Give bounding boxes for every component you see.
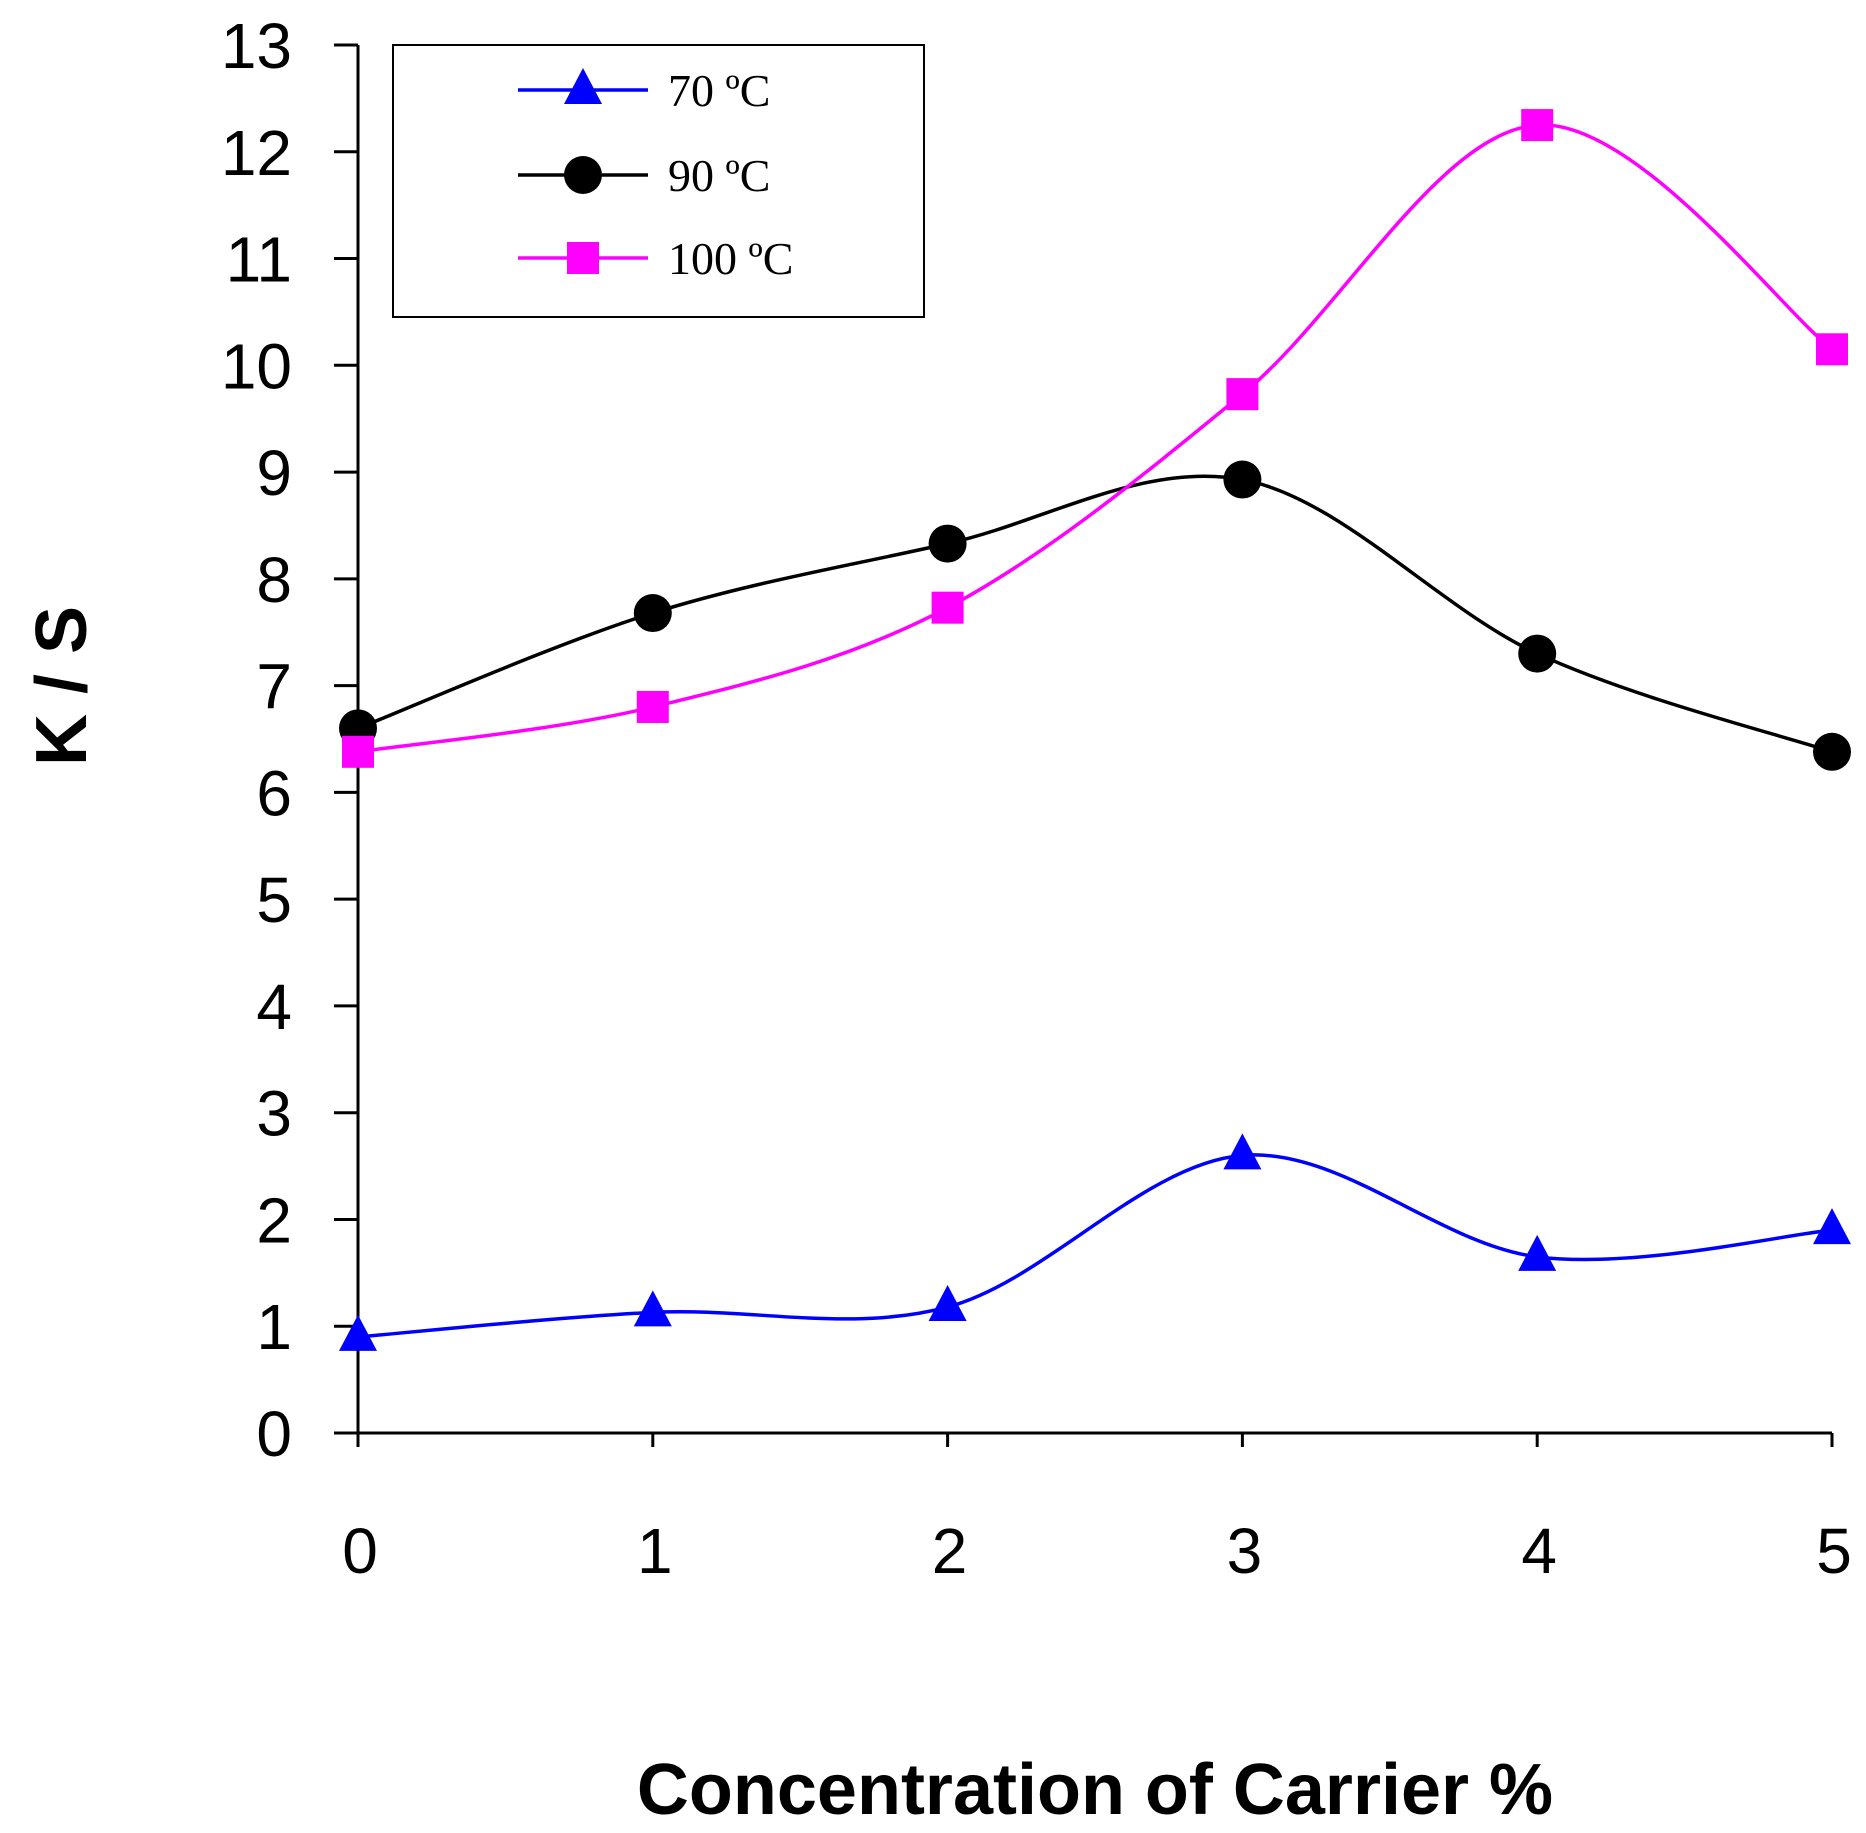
series-2 [342, 109, 1848, 768]
y-tick-label: 2 [256, 1184, 292, 1256]
data-point-square [1816, 333, 1848, 366]
data-point-square [342, 735, 374, 768]
legend-marker-square [567, 242, 599, 274]
legend-entry: 100 ºC [518, 233, 793, 284]
legend-box [392, 44, 925, 318]
x-tick-label: 5 [1816, 1515, 1852, 1587]
y-tick-label: 4 [256, 971, 292, 1043]
series-line [357, 474, 1833, 754]
data-point-triangle [1813, 1208, 1851, 1245]
data-point-circle [1813, 732, 1851, 771]
data-point-square [931, 591, 964, 624]
y-tick-label: 0 [256, 1398, 292, 1470]
y-tick-label: 12 [221, 117, 292, 189]
legend: 70 ºC 90 ºC 100 ºC [392, 44, 925, 318]
x-ticks: 0 1 2 3 4 5 [342, 1433, 1852, 1587]
legend-label: 90 ºC [668, 150, 770, 201]
x-tick-label: 1 [637, 1515, 673, 1587]
series-line [357, 123, 1834, 754]
series-layer [339, 109, 1851, 1351]
data-point-square [1521, 109, 1554, 142]
legend-entry: 70 ºC [518, 65, 770, 116]
y-tick-label: 1 [256, 1291, 292, 1363]
data-point-triangle [339, 1314, 377, 1351]
y-tick-label: 8 [256, 544, 292, 616]
x-axis-title: Concentration of Carrier % [637, 1750, 1553, 1828]
y-tick-label: 9 [256, 437, 292, 509]
y-tick-label: 10 [221, 330, 292, 402]
x-tick-label: 0 [342, 1515, 378, 1587]
x-tick-label: 4 [1521, 1515, 1557, 1587]
y-tick-label: 3 [256, 1078, 292, 1150]
legend-entry: 90 ºC [518, 150, 770, 201]
series-line [357, 1153, 1833, 1339]
y-tick-label: 6 [256, 757, 292, 829]
legend-marker-triangle [564, 68, 602, 104]
x-tick-label: 3 [1227, 1515, 1263, 1587]
data-point-square [1226, 378, 1259, 411]
data-point-circle [928, 524, 967, 563]
data-point-circle [1518, 634, 1557, 673]
legend-label: 70 ºC [668, 65, 770, 116]
series-0 [339, 1133, 1851, 1351]
y-tick-label: 5 [256, 864, 292, 936]
y-tick-label: 13 [221, 10, 292, 82]
y-tick-label: 7 [256, 651, 292, 723]
data-point-triangle [1223, 1133, 1262, 1170]
data-point-circle [1223, 460, 1262, 499]
legend-marker-circle [564, 156, 602, 194]
data-point-triangle [1518, 1234, 1557, 1271]
data-point-square [636, 690, 669, 723]
data-point-circle [633, 594, 672, 633]
x-tick-label: 2 [932, 1515, 968, 1587]
legend-label: 100 ºC [668, 233, 793, 284]
data-point-triangle [633, 1290, 672, 1327]
data-point-triangle [928, 1285, 967, 1322]
series-1 [339, 460, 1851, 771]
legend-entries: 70 ºC 90 ºC 100 ºC [518, 65, 793, 284]
y-tick-label: 11 [226, 224, 292, 296]
y-axis-title: K / S [22, 606, 102, 766]
